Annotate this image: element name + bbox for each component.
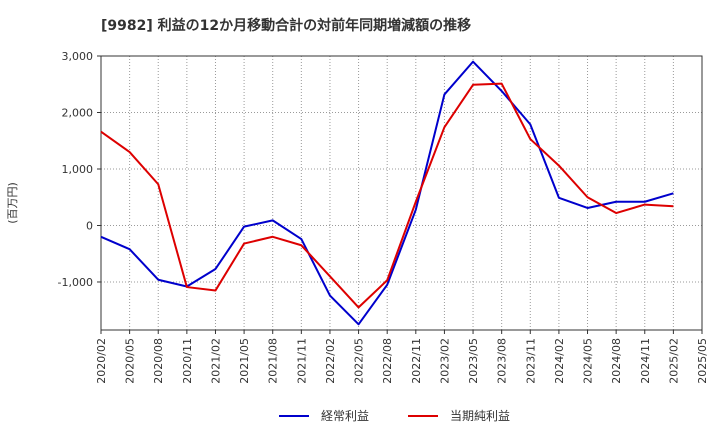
x-tick-label: 2020/02	[95, 338, 108, 384]
x-tick-label: 2024/08	[610, 338, 623, 384]
series-lines	[100, 60, 674, 326]
x-tick-label: 2020/05	[124, 338, 137, 384]
x-tick-label: 2022/05	[353, 338, 366, 384]
x-tick-label: 2024/05	[582, 338, 595, 384]
chart-title: [9982] 利益の12か月移動合計の対前年同期増減額の推移	[101, 17, 471, 34]
grid	[101, 55, 702, 330]
x-tick-label: 2021/11	[295, 338, 308, 384]
x-tick-label: 2021/05	[238, 338, 251, 384]
x-tick-label: 2024/02	[553, 338, 566, 384]
x-tick-label: 2022/08	[381, 338, 394, 384]
x-tick-label: 2020/08	[152, 338, 165, 384]
x-tick-label: 2022/11	[410, 338, 423, 384]
y-tick-label: 2,000	[62, 106, 94, 119]
legend: 経常利益 当期純利益	[279, 409, 510, 423]
y-ticks: 3,000 2,000 1,000 0 -1,000	[58, 50, 101, 289]
legend-label: 当期純利益	[450, 409, 510, 423]
x-tick-label: 2023/05	[467, 338, 480, 384]
series-line-1	[100, 60, 674, 326]
x-tick-label: 2023/11	[524, 338, 537, 384]
y-tick-label: 0	[86, 219, 93, 232]
x-tick-label: 2025/02	[667, 338, 680, 384]
plot-frame	[100, 55, 703, 331]
x-tick-label: 2023/08	[496, 338, 509, 384]
x-ticks: 2020/02 2020/05 2020/08 2020/11 2021/02 2021/…	[95, 330, 709, 384]
x-tick-label: 2021/08	[267, 338, 280, 384]
x-tick-label: 2023/02	[438, 338, 451, 384]
x-tick-label: 2020/11	[181, 338, 194, 384]
y-tick-label: -1,000	[58, 276, 93, 289]
series-line-2	[100, 82, 674, 309]
y-tick-label: 1,000	[62, 163, 94, 176]
x-tick-label: 2024/11	[639, 338, 652, 384]
legend-label: 経常利益	[321, 409, 369, 423]
y-axis-label: (百万円)	[6, 182, 19, 224]
x-tick-label: 2025/05	[696, 338, 709, 384]
y-tick-label: 3,000	[62, 50, 94, 63]
x-tick-label: 2022/02	[324, 338, 337, 384]
x-tick-label: 2021/02	[209, 338, 222, 384]
